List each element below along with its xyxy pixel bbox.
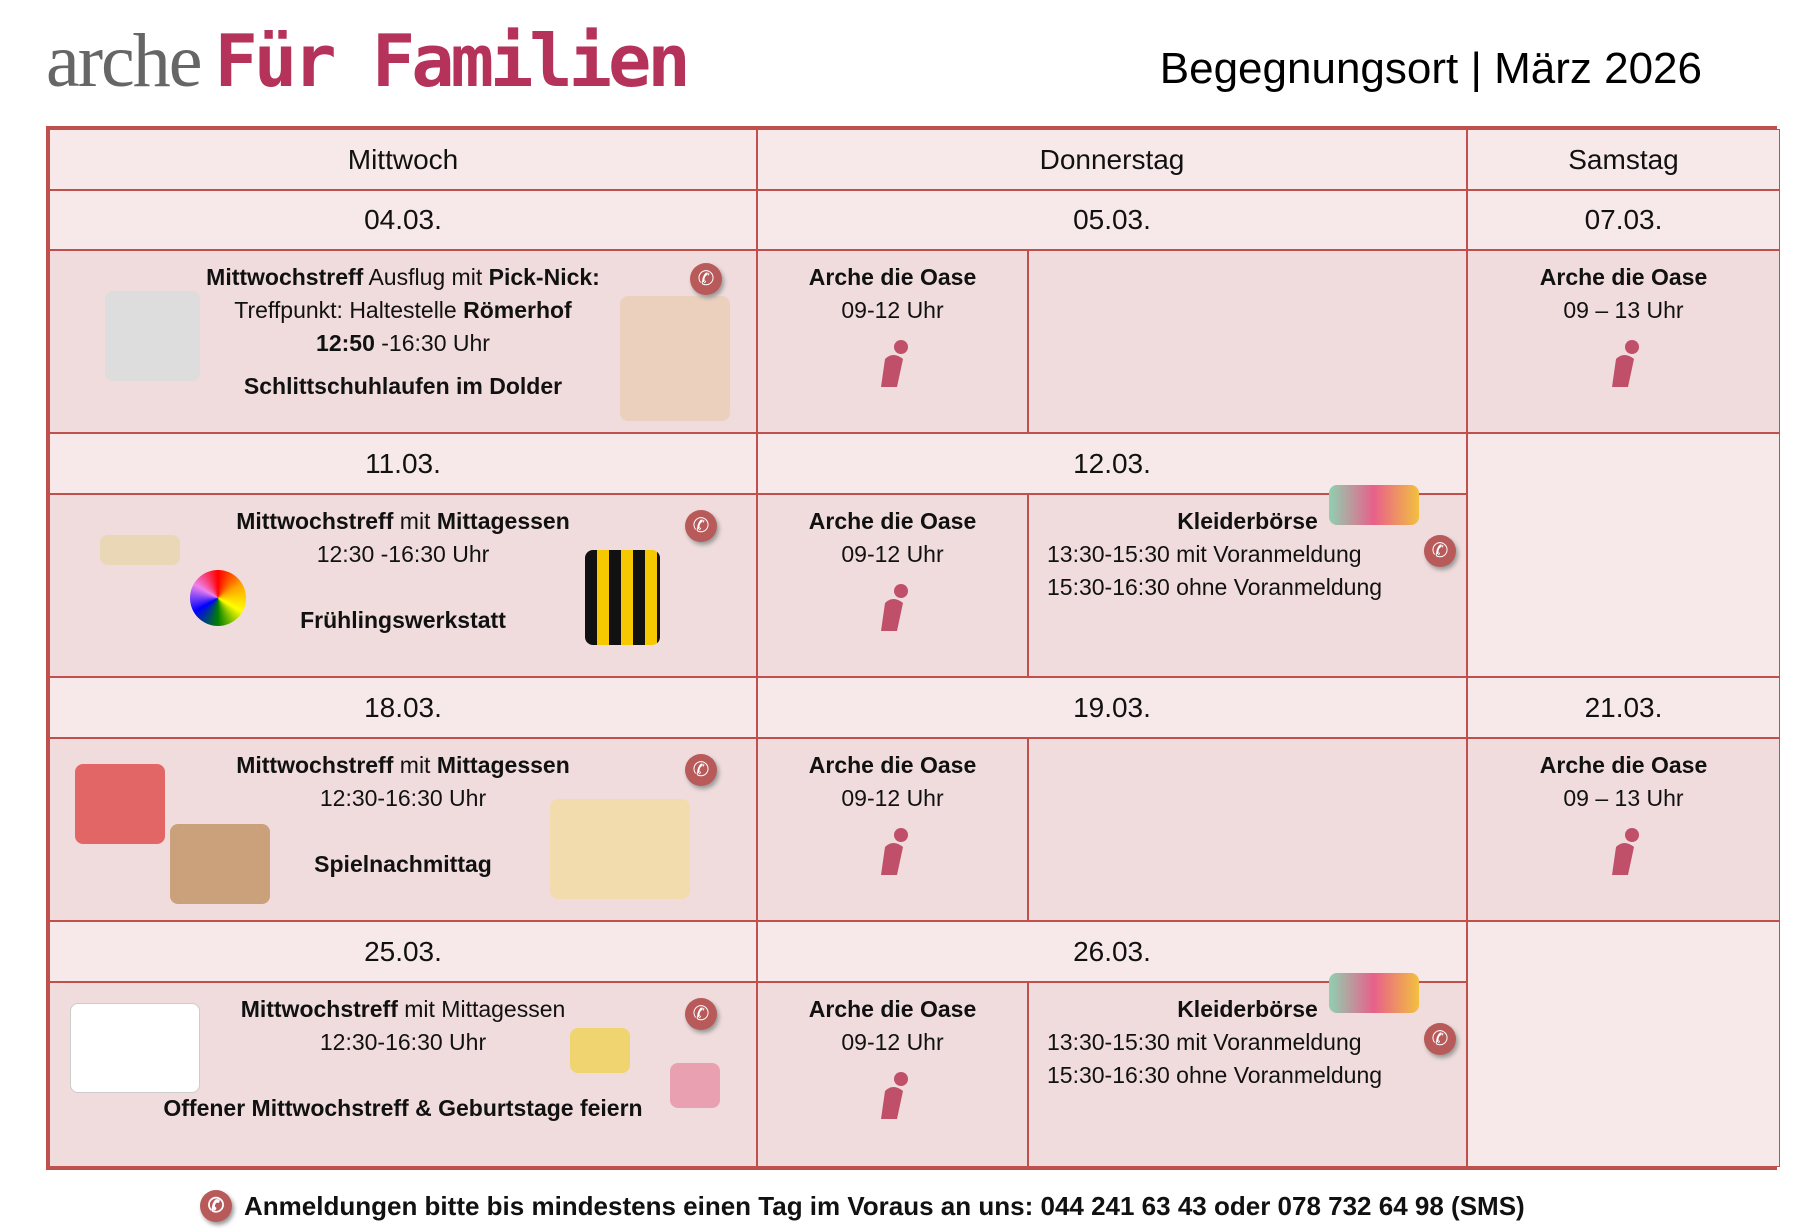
palette-image (100, 535, 180, 565)
date-cell: 18.03. (49, 677, 757, 738)
skaters-image (620, 296, 730, 421)
event-cell: ✆ Mittwochstreff mit Mittagessen 12:30-1… (49, 738, 757, 921)
ball-image (190, 570, 246, 626)
empty-cell (1467, 433, 1780, 677)
people-banner-image (70, 1003, 200, 1093)
craft-tools-image (570, 1028, 630, 1073)
clothes-image (1329, 973, 1419, 1013)
phone-icon: ✆ (1424, 535, 1456, 567)
phone-icon: ✆ (685, 510, 717, 542)
child-icon (880, 340, 908, 387)
child-icon (1611, 340, 1639, 387)
oase-cell: Arche die Oase 09-12 Uhr (757, 982, 1028, 1167)
oase-cell: Arche die Oase 09-12 Uhr (757, 738, 1028, 921)
empty-cell (1028, 738, 1467, 921)
day-header: Mittwoch (49, 129, 757, 190)
date-cell: 05.03. (757, 190, 1467, 250)
kleiderboerse-cell: ✆ Kleiderbörse 13:30-15:30 mit Voranmeld… (1028, 973, 1467, 1167)
phone-icon: ✆ (1424, 1023, 1456, 1055)
date-cell: 21.03. (1467, 677, 1780, 738)
date-cell: 19.03. (757, 677, 1467, 738)
oase-cell: Arche die Oase 09 – 13 Uhr (1467, 738, 1780, 921)
date-cell: 12.03. (757, 433, 1467, 494)
child-icon (1611, 828, 1639, 875)
child-icon (880, 1072, 908, 1119)
oase-cell: Arche die Oase 09 – 13 Uhr (1467, 250, 1780, 433)
footer-note: ✆ Anmeldungen bitte bis mindestens einen… (200, 1190, 1525, 1222)
empty-cell (1028, 250, 1467, 433)
event-cell: ✆ Mittwochstreff mit Mittagessen 12:30 -… (49, 494, 757, 677)
event-cell: ✆ Mittwochstreff Ausflug mit Pick-Nick: … (49, 250, 757, 433)
phone-icon: ✆ (685, 998, 717, 1030)
date-cell: 25.03. (49, 921, 757, 982)
calendar-table: Mittwoch Donnerstag Samstag 04.03. 05.03… (46, 126, 1780, 1170)
day-header: Samstag (1467, 129, 1780, 190)
logo: arche Für Familien (46, 19, 691, 103)
oase-cell: Arche die Oase 09-12 Uhr (757, 494, 1028, 677)
oase-cell: Arche die Oase 09-12 Uhr (757, 250, 1028, 433)
kleiderboerse-cell: ✆ Kleiderbörse 13:30-15:30 mit Voranmeld… (1028, 485, 1467, 677)
empty-cell (1467, 921, 1780, 1167)
bee-image (585, 550, 660, 645)
date-cell: 07.03. (1467, 190, 1780, 250)
date-cell: 11.03. (49, 433, 757, 494)
cards-image (75, 764, 165, 844)
dice-image (170, 824, 270, 904)
phone-icon: ✆ (200, 1190, 232, 1222)
date-cell: 04.03. (49, 190, 757, 250)
skates-image (105, 291, 200, 381)
child-icon (880, 584, 908, 631)
day-header: Donnerstag (757, 129, 1467, 190)
clothes-image (1329, 485, 1419, 525)
phone-icon: ✆ (690, 263, 722, 295)
child-icon (880, 828, 908, 875)
ludo-board-image (550, 799, 690, 899)
event-cell: ✆ Mittwochstreff mit Mittagessen 12:30-1… (49, 982, 757, 1167)
birthday-cake-image (670, 1063, 720, 1108)
page-title: Begegnungsort | März 2026 (1159, 44, 1702, 93)
phone-icon: ✆ (685, 754, 717, 786)
date-cell: 26.03. (757, 921, 1467, 982)
